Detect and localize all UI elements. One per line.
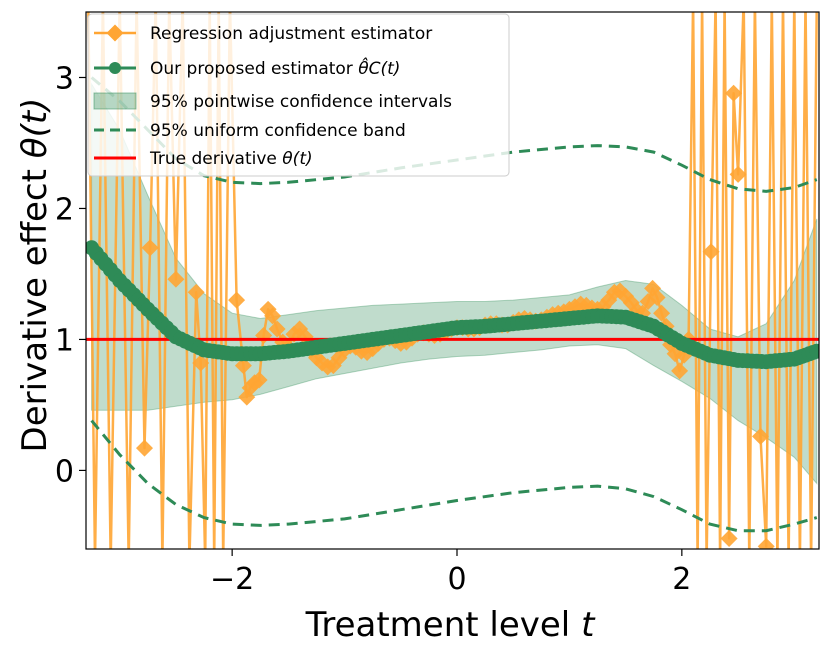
regression-marker <box>752 427 769 445</box>
y-axis-label: Derivative effect θ(t) <box>15 98 55 453</box>
regression-marker <box>716 0 733 7</box>
legend-proposed-marker <box>109 62 121 74</box>
regression-marker <box>87 554 104 571</box>
uniform-band-lower <box>90 419 818 533</box>
regression-marker <box>128 0 145 7</box>
plot-frame <box>85 11 820 550</box>
legend-box <box>87 13 510 177</box>
regression-marker <box>192 354 210 372</box>
regression-marker <box>808 0 825 7</box>
regression-marker <box>780 554 797 571</box>
regression-marker <box>720 530 738 547</box>
regression-marker <box>94 0 111 7</box>
regression-marker <box>161 0 178 7</box>
regression-marker <box>803 554 820 571</box>
regression-marker <box>763 0 780 7</box>
axes: −2 0 2 0 1 2 3 <box>55 61 691 597</box>
regression-marker <box>694 0 711 7</box>
regression-marker <box>671 362 689 380</box>
x-tick-label: 2 <box>672 562 691 597</box>
y-tick-label: 1 <box>55 323 74 358</box>
regression-marker <box>111 0 128 7</box>
pointwise-ci-band <box>91 82 818 485</box>
regression-marker <box>187 283 205 301</box>
regression-marker <box>741 554 758 571</box>
legend-proposed-text: Our proposed estimator <box>150 59 353 79</box>
regression-marker <box>689 554 706 571</box>
legend: Regression adjustment estimator Our prop… <box>87 13 510 177</box>
regression-marker <box>141 239 159 257</box>
y-tick-label: 0 <box>55 454 74 489</box>
regression-marker <box>120 554 137 571</box>
regression-marker <box>729 165 747 183</box>
legend-proposed-label: Our proposed estimator θ̂C(t) <box>150 56 400 79</box>
regression-marker <box>725 84 743 102</box>
x-axis-label-text: Treatment level <box>305 605 571 645</box>
regression-marker <box>685 0 702 7</box>
regression-marker <box>234 357 252 375</box>
legend-uniform-label: 95% uniform confidence band <box>150 121 406 141</box>
regression-marker <box>791 554 808 571</box>
regression-marker <box>268 320 286 338</box>
regression-marker <box>154 554 171 571</box>
regression-marker <box>746 0 763 7</box>
legend-truth-label: True derivative θ(t) <box>149 149 313 169</box>
legend-truth-text: True derivative <box>149 149 277 169</box>
regression-marker <box>712 554 729 571</box>
regression-marker <box>167 270 185 288</box>
regression-marker <box>201 0 218 7</box>
y-axis-label-var: θ(t) <box>15 98 55 159</box>
regression-marker <box>250 371 268 389</box>
y-tick-label: 2 <box>55 192 74 227</box>
regression-marker <box>136 439 153 457</box>
regression-marker <box>264 307 282 325</box>
regression-marker <box>707 0 724 7</box>
x-tick-label: 0 <box>447 562 466 597</box>
legend-regression-marker <box>106 24 124 42</box>
y-axis-label-text: Derivative effect <box>15 169 55 452</box>
proposed-marker <box>809 343 819 359</box>
regression-marker <box>653 304 671 322</box>
x-tick-label: −2 <box>210 562 254 597</box>
regression-marker <box>702 243 720 261</box>
regression-marker <box>786 0 803 7</box>
legend-truth-math: θ(t) <box>282 149 312 169</box>
regression-marker <box>757 537 775 549</box>
regression-marker <box>797 0 814 7</box>
x-axis-label: Treatment level t <box>305 605 596 645</box>
regression-marker <box>735 0 752 7</box>
regression-marker <box>228 291 246 309</box>
legend-proposed-math: θ̂C(t) <box>358 56 400 79</box>
regression-marker <box>174 0 191 7</box>
regression-marker <box>648 289 666 306</box>
regression-marker <box>147 0 164 7</box>
regression-marker <box>102 554 119 571</box>
x-axis-label-var: t <box>581 605 596 645</box>
regression-marker <box>221 0 238 7</box>
regression-marker <box>181 554 198 571</box>
regression-marker <box>210 0 227 7</box>
y-tick-label: 3 <box>55 61 74 96</box>
legend-regression-label: Regression adjustment estimator <box>150 24 432 44</box>
regression-marker <box>775 0 792 7</box>
legend-pointwise-label: 95% pointwise confidence intervals <box>150 92 452 112</box>
legend-pointwise-swatch <box>93 92 137 110</box>
regression-marker <box>80 0 97 7</box>
regression-marker <box>698 554 715 571</box>
regression-marker <box>769 554 786 571</box>
